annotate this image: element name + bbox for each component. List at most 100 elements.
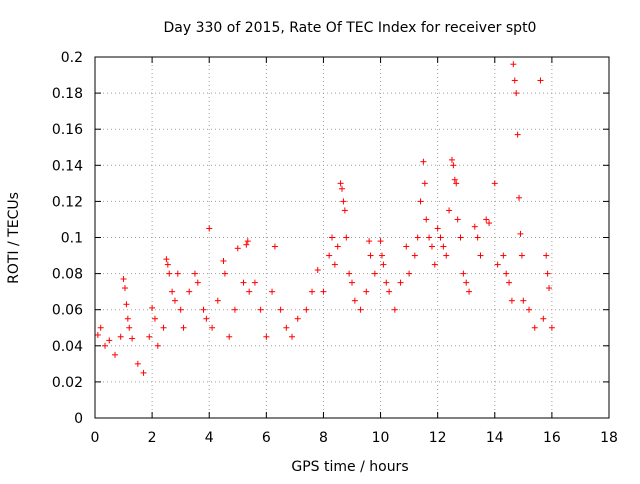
y-tick-label: 0.06 — [52, 303, 83, 319]
data-point — [380, 261, 387, 268]
data-points — [94, 61, 555, 376]
data-point — [520, 297, 527, 304]
data-point — [169, 288, 176, 295]
data-point — [474, 234, 481, 241]
data-point — [403, 243, 410, 250]
data-point — [271, 243, 278, 250]
data-point — [164, 261, 171, 268]
data-point — [149, 304, 156, 311]
data-point — [514, 131, 521, 138]
data-point — [540, 315, 547, 322]
data-point — [453, 180, 460, 187]
y-tick-label: 0 — [74, 411, 83, 427]
data-point — [351, 297, 358, 304]
data-point — [378, 252, 385, 259]
data-point — [511, 77, 518, 84]
data-point — [151, 315, 158, 322]
data-point — [518, 252, 525, 259]
y-tick-label: 0.12 — [52, 194, 83, 210]
y-tick-label: 0.16 — [52, 122, 83, 138]
data-point — [277, 306, 284, 313]
data-point — [346, 270, 353, 277]
data-point — [367, 252, 374, 259]
data-point — [154, 342, 161, 349]
data-point — [516, 194, 523, 201]
data-point — [203, 315, 210, 322]
data-point — [448, 156, 455, 163]
data-point — [406, 270, 413, 277]
data-point — [517, 230, 524, 237]
data-point — [341, 207, 348, 214]
data-point — [543, 252, 550, 259]
data-point — [134, 360, 141, 367]
data-point — [443, 252, 450, 259]
data-point — [457, 234, 464, 241]
x-tick-label: 18 — [600, 430, 618, 446]
data-point — [303, 306, 310, 313]
data-point — [117, 333, 124, 340]
data-point — [97, 324, 104, 331]
data-point — [437, 234, 444, 241]
data-point — [343, 234, 350, 241]
data-point — [177, 306, 184, 313]
data-point — [329, 234, 336, 241]
data-point — [309, 288, 316, 295]
y-tick-label: 0.08 — [52, 267, 83, 283]
x-tick-label: 12 — [429, 430, 447, 446]
data-point — [289, 333, 296, 340]
data-point — [194, 279, 201, 286]
data-point — [508, 297, 515, 304]
y-tick-label: 0.1 — [61, 231, 83, 247]
y-tick-label: 0.2 — [61, 50, 83, 66]
y-tick-label: 0.02 — [52, 375, 83, 391]
data-point — [454, 216, 461, 223]
data-point — [101, 342, 108, 349]
data-point — [340, 198, 347, 205]
data-point — [500, 252, 507, 259]
y-tick-label: 0.04 — [52, 339, 83, 355]
x-tick-label: 8 — [319, 430, 328, 446]
data-point — [421, 180, 428, 187]
data-point — [451, 176, 458, 183]
data-point — [486, 220, 493, 227]
data-point — [548, 324, 555, 331]
data-point — [417, 198, 424, 205]
data-point — [506, 279, 513, 286]
data-point — [423, 216, 430, 223]
data-point — [257, 306, 264, 313]
y-tick-label: 0.14 — [52, 158, 83, 174]
data-point — [186, 288, 193, 295]
data-point — [414, 234, 421, 241]
data-point — [174, 270, 181, 277]
x-tick-label: 10 — [372, 430, 390, 446]
data-point — [513, 90, 520, 97]
data-point — [120, 276, 127, 283]
y-axis-label: ROTI / TECUs — [6, 192, 22, 284]
data-point — [209, 324, 216, 331]
y-tick-label: 0.18 — [52, 86, 83, 102]
x-axis-label: GPS time / hours — [291, 459, 408, 475]
data-point — [420, 158, 427, 165]
data-point — [397, 279, 404, 286]
data-point — [160, 324, 167, 331]
data-point — [334, 243, 341, 250]
data-point — [426, 234, 433, 241]
data-point — [200, 306, 207, 313]
data-point — [146, 333, 153, 340]
x-tick-label: 0 — [91, 430, 100, 446]
data-point — [283, 324, 290, 331]
data-point — [463, 279, 470, 286]
data-point — [246, 288, 253, 295]
data-point — [339, 185, 346, 192]
data-point — [363, 288, 370, 295]
data-point — [366, 238, 373, 245]
data-point — [326, 252, 333, 259]
axis-ticks: 0 2 4 6 8 10 12 14 16 18 0 0.02 0.04 0.06 0.08 0.1 0.12 0… — [52, 50, 618, 446]
data-point — [331, 261, 338, 268]
data-point — [269, 288, 276, 295]
data-point — [477, 252, 484, 259]
data-point — [546, 285, 553, 292]
data-point — [510, 61, 517, 68]
